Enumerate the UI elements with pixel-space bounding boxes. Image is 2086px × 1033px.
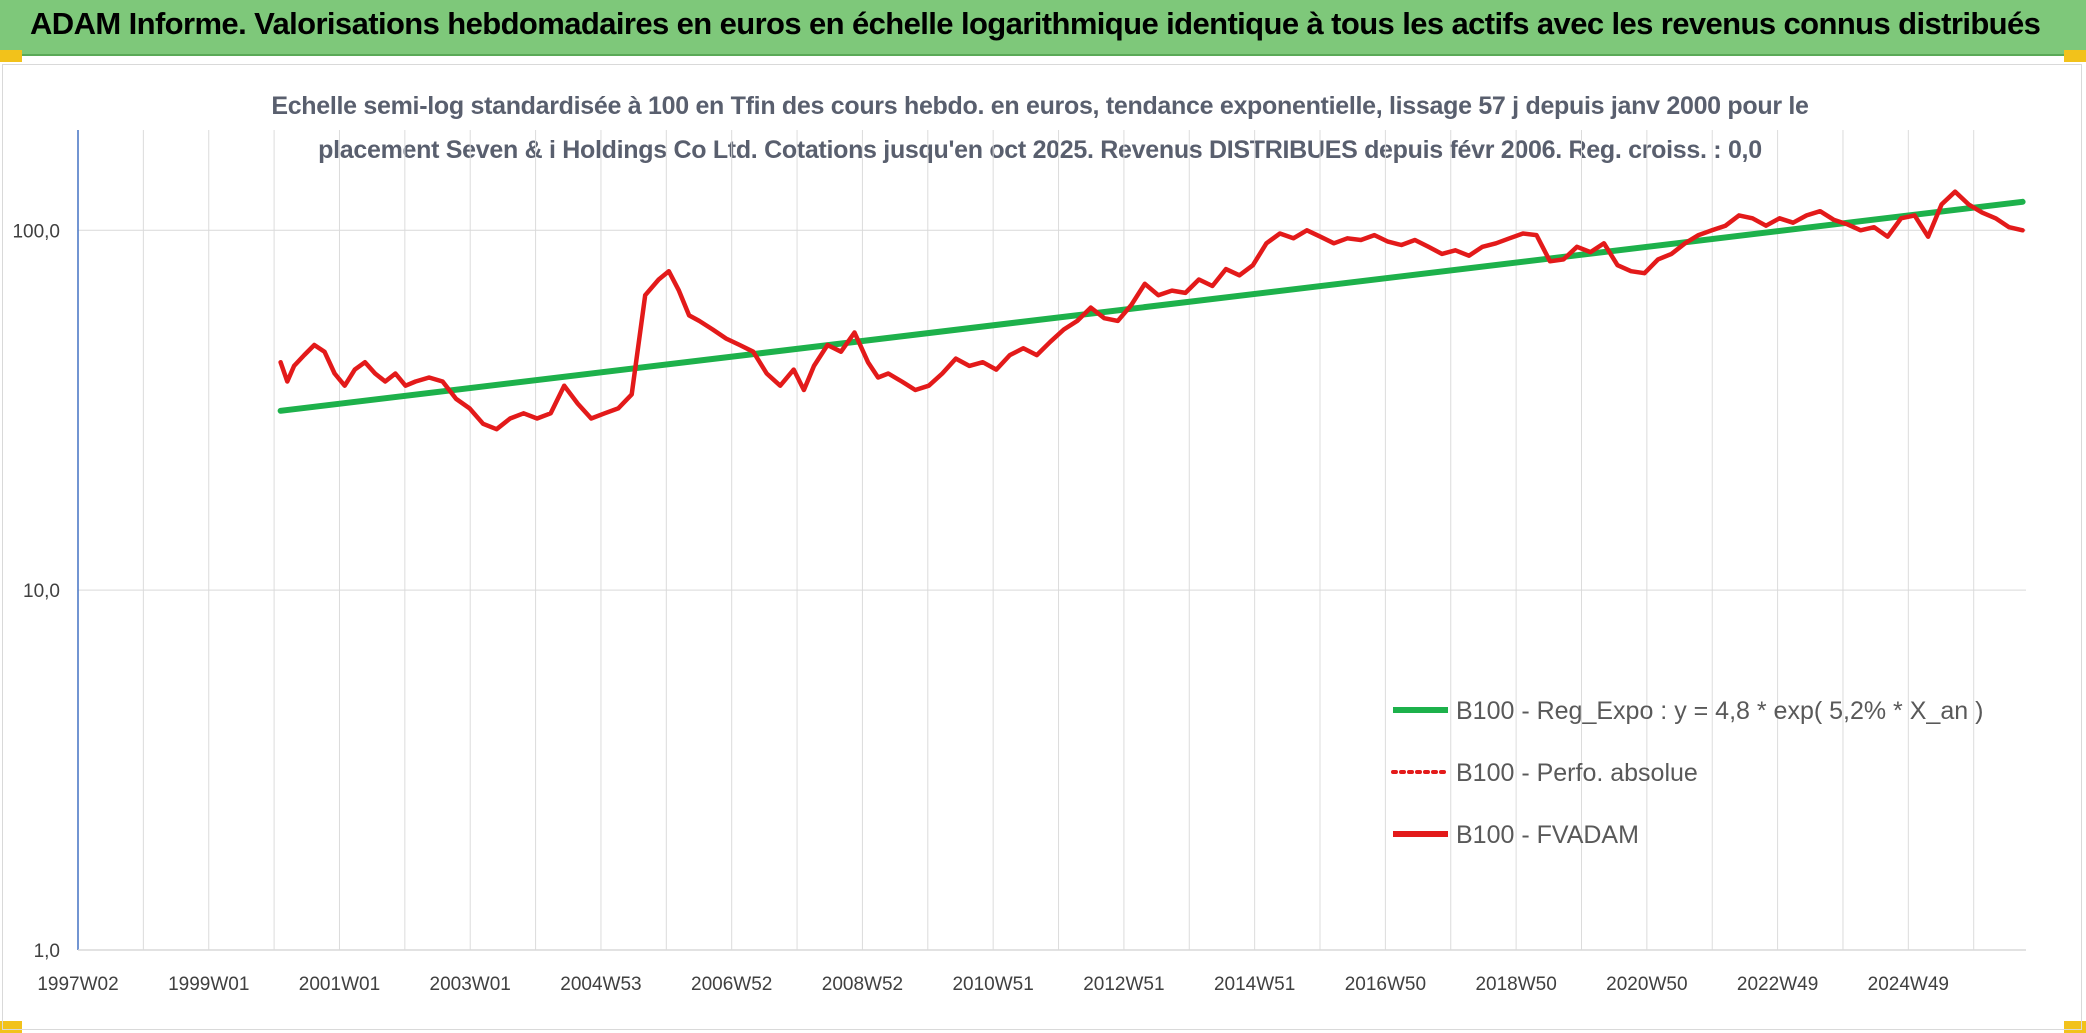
corner-marker-bottom-left [0, 1021, 22, 1033]
chart-subtitle: Echelle semi-log standardisée à 100 en T… [240, 84, 1840, 172]
x-tick-label: 2016W50 [1345, 974, 1426, 995]
axes: 1,0 10,0 100,0 1997W02 1999W01 2001W01 2003W01… [12, 130, 2026, 995]
legend-entry: B100 - Reg_Expo : y = 4,8 * exp( 5,2% * … [1456, 697, 1983, 725]
legend-entry: B100 - FVADAM [1456, 821, 1639, 849]
x-tick-label: 2003W01 [430, 974, 511, 995]
corner-marker-top-right [2064, 50, 2086, 62]
x-tick-label: 1999W01 [168, 974, 249, 995]
x-tick-label: 2022W49 [1737, 974, 1818, 995]
x-tick-label: 2001W01 [299, 974, 380, 995]
x-tick-label: 2018W50 [1475, 974, 1556, 995]
report-header: ADAM Informe. Valorisations hebdomadaire… [0, 0, 2086, 56]
report-title: ADAM Informe. Valorisations hebdomadaire… [30, 6, 2041, 41]
chart-subtitle-line-1: Echelle semi-log standardisée à 100 en T… [271, 92, 1809, 120]
legend: B100 - Reg_Expo : y = 4,8 * exp( 5,2% * … [1391, 697, 1983, 849]
chart-subtitle-line-2: placement Seven & i Holdings Co Ltd. Cot… [318, 136, 1762, 164]
x-tick-label: 2008W52 [822, 974, 903, 995]
corner-marker-bottom-right [2064, 1021, 2086, 1033]
gridlines [77, 130, 2026, 951]
x-tick-label: 2006W52 [691, 974, 772, 995]
x-tick-label: 2020W50 [1606, 974, 1687, 995]
x-tick-label: 2014W51 [1214, 974, 1295, 995]
x-tick-label: 2012W51 [1083, 974, 1164, 995]
legend-entry: B100 - Perfo. absolue [1456, 759, 1698, 787]
x-tick-label: 2004W53 [560, 974, 641, 995]
x-tick-label: 2024W49 [1868, 974, 1949, 995]
corner-marker-top-left [0, 50, 22, 62]
series [277, 189, 2026, 432]
x-tick-label: 1997W02 [37, 974, 118, 995]
y-tick-label: 100,0 [12, 221, 60, 242]
y-tick-label: 1,0 [34, 941, 60, 962]
price-line [278, 189, 2025, 432]
x-tick-label: 2010W51 [952, 974, 1033, 995]
trend-line [277, 198, 2026, 414]
y-tick-label: 10,0 [23, 581, 60, 602]
